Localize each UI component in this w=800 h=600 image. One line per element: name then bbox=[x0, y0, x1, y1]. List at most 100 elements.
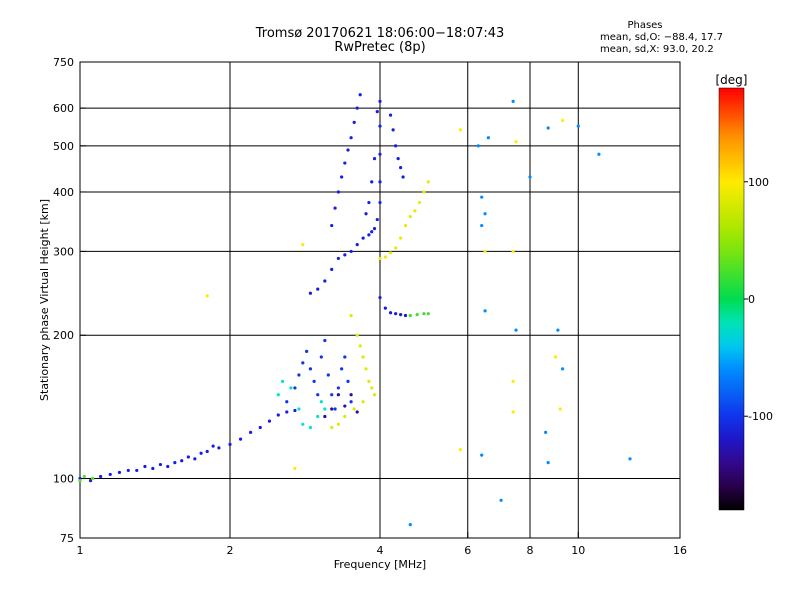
data-point bbox=[151, 466, 155, 471]
data-point bbox=[312, 379, 316, 383]
data-point bbox=[361, 355, 365, 359]
y-tick-label: 750 bbox=[53, 56, 74, 69]
data-point bbox=[480, 223, 484, 228]
data-point bbox=[158, 462, 163, 467]
data-point bbox=[293, 466, 297, 471]
data-point bbox=[211, 444, 215, 448]
data-point bbox=[372, 393, 377, 397]
data-point bbox=[597, 152, 601, 156]
data-point bbox=[370, 386, 374, 390]
data-point bbox=[78, 479, 82, 483]
data-point bbox=[340, 175, 344, 179]
x-tick-label: 10 bbox=[571, 544, 585, 557]
data-point bbox=[330, 407, 334, 411]
data-point bbox=[403, 313, 408, 318]
data-point bbox=[336, 393, 340, 397]
data-point bbox=[375, 110, 379, 114]
data-point bbox=[486, 136, 490, 140]
data-point bbox=[372, 157, 377, 161]
data-point bbox=[514, 328, 518, 332]
colorbar-tick-label: 100 bbox=[748, 176, 769, 189]
y-tick-label: 300 bbox=[53, 245, 74, 258]
data-point bbox=[349, 249, 353, 254]
x-tick-label: 1 bbox=[77, 544, 84, 557]
data-point bbox=[628, 457, 632, 461]
data-point bbox=[343, 404, 347, 408]
data-point bbox=[108, 472, 112, 477]
data-point bbox=[319, 400, 323, 404]
data-point bbox=[546, 126, 550, 130]
data-point bbox=[343, 414, 347, 419]
data-point bbox=[483, 212, 487, 216]
data-point bbox=[358, 344, 362, 348]
data-point bbox=[193, 457, 197, 461]
data-point bbox=[546, 461, 550, 465]
data-point bbox=[394, 312, 398, 316]
data-point bbox=[340, 367, 344, 371]
data-point bbox=[401, 175, 405, 179]
data-point bbox=[82, 474, 86, 479]
data-point bbox=[308, 425, 313, 430]
data-point bbox=[480, 453, 484, 457]
data-point bbox=[422, 312, 426, 316]
data-point bbox=[358, 93, 362, 97]
colorbar bbox=[718, 87, 745, 511]
data-point bbox=[422, 190, 426, 194]
data-point bbox=[330, 267, 334, 272]
y-tick-label: 75 bbox=[60, 532, 74, 545]
data-point bbox=[228, 442, 232, 446]
data-point bbox=[323, 407, 327, 411]
data-point bbox=[330, 425, 334, 430]
data-point bbox=[297, 407, 301, 411]
data-point bbox=[394, 246, 398, 250]
data-point bbox=[199, 451, 203, 455]
data-point bbox=[316, 393, 320, 397]
data-point bbox=[316, 414, 320, 419]
data-point bbox=[483, 249, 487, 254]
data-point bbox=[399, 312, 403, 317]
data-point bbox=[308, 367, 313, 371]
data-point bbox=[276, 413, 280, 417]
data-point bbox=[258, 425, 262, 430]
data-point bbox=[528, 175, 532, 179]
data-point bbox=[238, 437, 243, 441]
phases-title: Phases bbox=[627, 20, 663, 31]
colorbar-label: [deg] bbox=[716, 73, 748, 87]
data-point bbox=[301, 243, 305, 247]
y-tick-label: 400 bbox=[53, 186, 74, 199]
data-point bbox=[343, 161, 347, 165]
data-point bbox=[378, 180, 382, 184]
data-point bbox=[205, 449, 209, 454]
data-point bbox=[330, 393, 334, 397]
data-point bbox=[186, 455, 190, 459]
data-point bbox=[511, 379, 515, 383]
data-point bbox=[143, 464, 147, 469]
data-point bbox=[117, 470, 122, 475]
data-point bbox=[323, 338, 327, 343]
data-point bbox=[403, 223, 408, 228]
phases-o-stats: mean, sd,O: −88.4, 17.7 bbox=[600, 32, 723, 43]
data-point bbox=[346, 148, 350, 152]
data-point bbox=[285, 400, 289, 404]
data-point bbox=[355, 333, 359, 337]
data-point bbox=[364, 212, 368, 216]
data-point bbox=[289, 386, 293, 390]
data-point bbox=[511, 410, 515, 414]
data-point bbox=[458, 448, 463, 452]
y-tick-label: 100 bbox=[53, 473, 74, 486]
x-tick-label: 16 bbox=[673, 544, 687, 557]
data-point bbox=[378, 152, 382, 156]
data-point bbox=[293, 386, 297, 390]
data-point bbox=[285, 410, 289, 414]
data-point bbox=[391, 128, 395, 132]
data-point bbox=[349, 136, 353, 140]
data-point bbox=[388, 113, 393, 117]
data-point bbox=[352, 407, 356, 411]
data-point bbox=[364, 367, 368, 371]
data-point bbox=[355, 410, 359, 414]
data-point bbox=[349, 393, 353, 397]
data-point bbox=[370, 180, 374, 184]
data-point bbox=[426, 312, 430, 316]
data-point bbox=[99, 474, 103, 479]
data-point bbox=[91, 476, 95, 481]
